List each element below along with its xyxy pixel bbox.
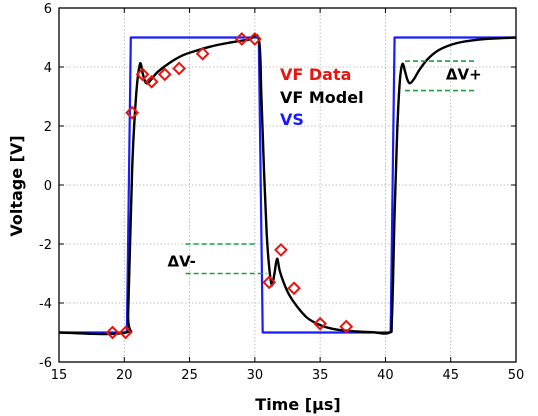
legend-vs: VS xyxy=(280,110,304,129)
y-tick-label: 0 xyxy=(44,179,52,194)
data-point-vf-data xyxy=(287,281,301,296)
y-tick-label: 6 xyxy=(44,2,52,17)
y-tick-label: 2 xyxy=(44,120,52,135)
x-tick-label: 15 xyxy=(51,368,68,383)
data-point-vf-data xyxy=(195,46,210,61)
y-tick-label: -6 xyxy=(39,356,52,371)
legend: VF Data VF Model VS xyxy=(280,65,364,129)
data-point-vf-data xyxy=(144,74,159,89)
x-tick-label: 30 xyxy=(247,368,264,383)
x-tick-label: 45 xyxy=(442,368,459,383)
data-point-vf-data xyxy=(313,316,328,331)
annotation-label: ΔV- xyxy=(168,253,196,271)
y-tick-label: 4 xyxy=(44,61,52,76)
series-layer xyxy=(58,32,517,340)
data-point-vf-data xyxy=(172,61,187,76)
series-line-vs xyxy=(59,36,516,334)
data-point-vf-data xyxy=(157,67,172,82)
data-point-vf-data xyxy=(118,325,133,340)
y-tick-label: -4 xyxy=(39,297,52,312)
data-point-vf-data xyxy=(274,242,288,257)
data-point-vf-data xyxy=(135,67,150,82)
y-axis-label: Voltage [V] xyxy=(7,135,26,236)
x-axis-label: Time [µs] xyxy=(255,395,340,414)
data-point-vf-data xyxy=(339,319,354,334)
data-point-vf-data xyxy=(247,32,262,46)
data-point-vf-data xyxy=(262,275,277,290)
data-point-vf-data xyxy=(105,325,120,340)
x-tick-label: 20 xyxy=(116,368,133,383)
data-point-vf-data xyxy=(234,32,249,46)
ticks: 15 20 25 30 35 40 45 50 -6 -4 -2 0 2 4 6 xyxy=(39,2,524,383)
x-tick-label: 40 xyxy=(377,368,394,383)
legend-vf-data: VF Data xyxy=(280,65,351,84)
x-tick-label: 50 xyxy=(508,368,525,383)
y-tick-label: -2 xyxy=(39,238,52,253)
legend-vf-model: VF Model xyxy=(280,88,364,107)
x-tick-label: 25 xyxy=(181,368,198,383)
annotations: ΔV- ΔV+ xyxy=(168,60,482,275)
series-line-vf-model xyxy=(58,33,517,336)
x-tick-label: 35 xyxy=(312,368,329,383)
data-point-vf-data xyxy=(125,105,140,120)
annotation-label: ΔV+ xyxy=(446,65,482,83)
